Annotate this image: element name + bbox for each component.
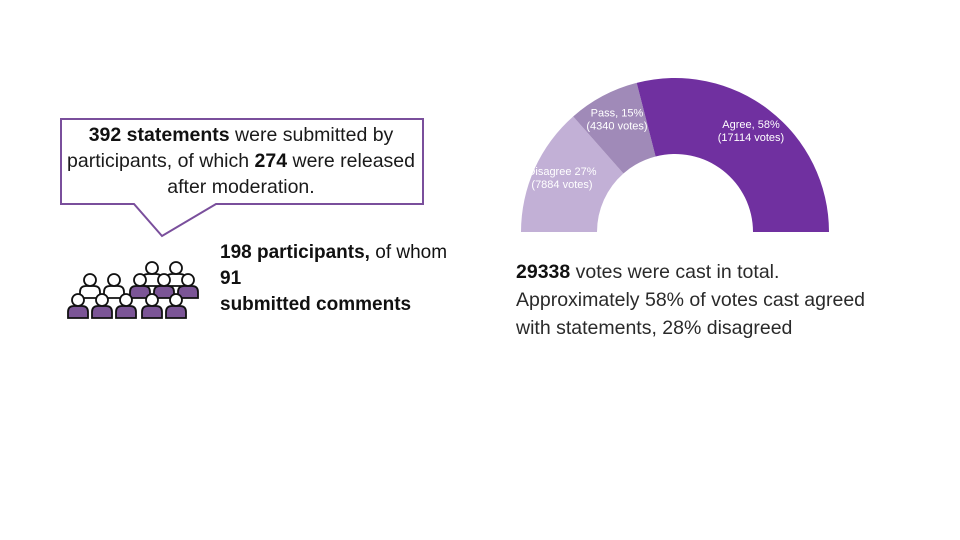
participants-text-1: of whom bbox=[369, 242, 448, 263]
person-icon bbox=[153, 273, 175, 299]
votes-text-2: Approximately 58% of votes cast agreed w… bbox=[516, 289, 866, 339]
person-icon bbox=[129, 273, 151, 299]
gauge-slice-disagree bbox=[521, 116, 624, 232]
gauge-label-agree-1: Agree, 58% bbox=[722, 119, 780, 131]
participants-label: participants, bbox=[256, 242, 370, 263]
votes-summary: 29338 votes were cast in total. Approxim… bbox=[516, 258, 876, 342]
participants-text-2: submitted comments bbox=[220, 294, 412, 315]
gauge-label-agree-2: (17114 votes) bbox=[718, 132, 784, 144]
gauge-label-disagree-2: (7884 votes) bbox=[531, 179, 592, 191]
participants-group-icon bbox=[64, 254, 204, 329]
person-icon bbox=[103, 273, 125, 299]
statements-summary: 392 statements were submitted by partici… bbox=[62, 122, 420, 200]
person-icon bbox=[79, 273, 101, 299]
gauge-label-disagree-1: Disagree 27% bbox=[527, 166, 596, 178]
gauge-slice-agree bbox=[636, 78, 829, 233]
person-icon bbox=[177, 273, 199, 299]
statements-text-2: were released after moderation. bbox=[167, 150, 415, 198]
votes-total: 29338 bbox=[516, 261, 571, 283]
statements-label: statements bbox=[126, 124, 230, 146]
statements-released: 274 bbox=[254, 150, 288, 172]
statements-count: 392 bbox=[88, 124, 122, 146]
person-icon bbox=[141, 293, 163, 319]
gauge-slice-pass bbox=[573, 82, 656, 174]
participants-commented: 91 bbox=[220, 268, 242, 289]
statements-text-1: were submitted by participants, of which bbox=[67, 124, 394, 172]
gauge-label-pass-2: (4340 votes) bbox=[586, 120, 647, 132]
person-icon bbox=[141, 261, 163, 287]
speech-bubble-icon bbox=[60, 118, 424, 238]
participants-summary: 198 participants, of whom 91 submitted c… bbox=[220, 240, 460, 318]
gauge-label-pass-1: Pass, 15% bbox=[591, 107, 644, 119]
person-icon bbox=[67, 293, 89, 319]
statements-callout: 392 statements were submitted by partici… bbox=[60, 118, 426, 247]
votes-text-1: votes were cast in total. bbox=[570, 261, 780, 283]
person-icon bbox=[91, 293, 113, 319]
person-icon bbox=[165, 293, 187, 319]
votes-gauge-chart: Disagree 27% (7884 votes) Pass, 15% (4340 v… bbox=[515, 70, 835, 245]
participants-count: 198 bbox=[220, 242, 252, 263]
person-icon bbox=[115, 293, 137, 319]
